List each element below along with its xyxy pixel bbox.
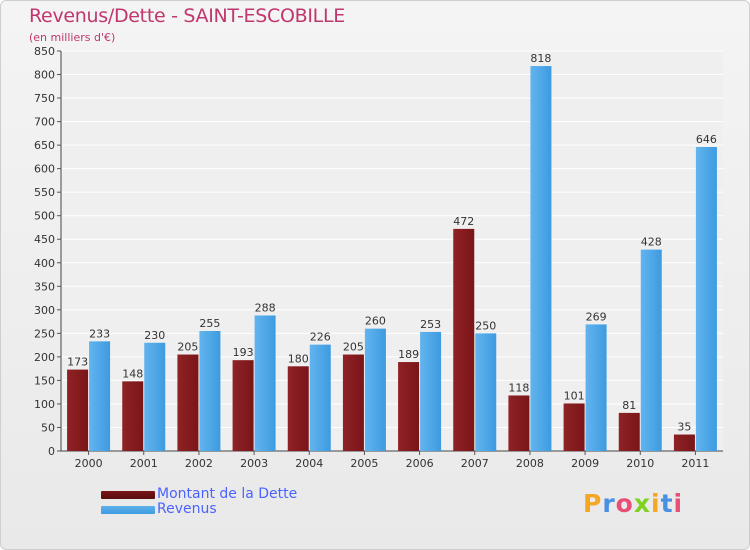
y-tick-label: 700 (34, 116, 55, 129)
x-tick-label: 2002 (185, 457, 213, 470)
bar-revenus (530, 66, 552, 451)
data-label-dette: 173 (67, 356, 88, 369)
bar-revenus (640, 249, 662, 451)
data-label-dette: 189 (398, 348, 419, 361)
data-label-dette: 205 (177, 341, 198, 354)
legend-swatch-revenus (101, 505, 155, 514)
y-tick-label: 400 (34, 257, 55, 270)
y-tick-label: 550 (34, 186, 55, 199)
y-tick-label: 300 (34, 304, 55, 317)
data-label-dette: 148 (122, 367, 143, 380)
data-label-dette: 472 (453, 215, 474, 228)
x-tick-label: 2010 (626, 457, 654, 470)
y-tick-label: 450 (34, 233, 55, 246)
y-tick-label: 500 (34, 210, 55, 223)
y-tick-label: 0 (48, 445, 55, 458)
y-tick-label: 50 (41, 421, 55, 434)
chart-title: Revenus/Dette - SAINT-ESCOBILLE (29, 5, 345, 27)
bar-revenus (475, 333, 497, 451)
y-tick-label: 600 (34, 163, 55, 176)
bar-revenus (199, 331, 221, 451)
data-label-dette: 180 (288, 352, 309, 365)
y-tick-label: 250 (34, 327, 55, 340)
bar-revenus (144, 342, 166, 451)
bar-dette (453, 228, 475, 451)
y-tick-label: 350 (34, 280, 55, 293)
x-tick-label: 2007 (461, 457, 489, 470)
x-tick-label: 2005 (350, 457, 378, 470)
bar-dette (122, 381, 144, 451)
x-tick-label: 2006 (406, 457, 434, 470)
data-label-revenus: 288 (255, 301, 276, 314)
bar-revenus (420, 331, 442, 451)
bar-dette (177, 354, 199, 451)
data-label-revenus: 226 (310, 331, 331, 344)
legend-item-revenus: Revenus (101, 502, 297, 517)
x-tick-label: 2009 (571, 457, 599, 470)
data-label-dette: 118 (508, 381, 529, 394)
legend-label-dette: Montant de la Dette (157, 486, 298, 502)
data-label-revenus: 233 (89, 327, 110, 340)
x-tick-label: 2008 (516, 457, 544, 470)
legend-swatch-dette (101, 490, 155, 499)
bar-revenus (309, 344, 331, 451)
bar-dette (508, 395, 530, 451)
bar-revenus (254, 315, 276, 451)
data-label-revenus: 646 (696, 133, 717, 146)
bar-dette (563, 403, 585, 451)
data-label-revenus: 260 (365, 315, 386, 328)
y-tick-label: 850 (34, 45, 55, 58)
data-label-revenus: 230 (144, 329, 165, 342)
logo-letter: x (633, 489, 651, 518)
logo-letter: i (651, 489, 661, 518)
bar-revenus (364, 328, 386, 451)
data-label-dette: 205 (343, 341, 364, 354)
logo-letter: o (615, 489, 634, 518)
y-tick-label: 650 (34, 139, 55, 152)
y-tick-label: 150 (34, 374, 55, 387)
bar-dette (673, 434, 695, 451)
y-tick-label: 800 (34, 69, 55, 82)
data-label-revenus: 269 (586, 310, 607, 323)
data-label-dette: 101 (564, 389, 585, 402)
bar-revenus (695, 147, 717, 451)
x-tick-label: 2000 (75, 457, 103, 470)
data-label-revenus: 818 (530, 52, 551, 65)
bar-dette (287, 366, 309, 451)
logo-letter: r (602, 489, 616, 518)
bar-dette (67, 369, 89, 451)
logo-letter: t (660, 489, 674, 518)
chart-legend: Montant de la Dette Revenus (101, 487, 297, 517)
x-tick-label: 2001 (130, 457, 158, 470)
bar-revenus (89, 341, 111, 451)
logo-letter: i (673, 489, 684, 518)
legend-item-dette: Montant de la Dette (101, 487, 297, 502)
plot-area (61, 51, 723, 451)
data-label-revenus: 428 (641, 236, 662, 249)
bar-revenus (585, 324, 607, 451)
legend-label-revenus: Revenus (157, 501, 217, 517)
proxiti-logo: Proxiti (583, 489, 683, 518)
data-label-revenus: 253 (420, 318, 441, 331)
data-label-revenus: 250 (475, 319, 496, 332)
data-label-revenus: 255 (199, 317, 220, 330)
data-label-dette: 35 (677, 421, 691, 434)
bar-dette (618, 412, 640, 451)
chart-subtitle: (en milliers d'€) (29, 31, 116, 44)
y-tick-label: 100 (34, 398, 55, 411)
y-tick-label: 750 (34, 92, 55, 105)
y-tick-label: 200 (34, 351, 55, 364)
bar-dette (342, 354, 364, 451)
x-tick-label: 2011 (681, 457, 709, 470)
data-label-dette: 81 (622, 399, 636, 412)
bar-dette (398, 362, 420, 451)
x-tick-label: 2004 (295, 457, 323, 470)
bar-dette (232, 360, 254, 451)
logo-letter: P (583, 489, 603, 518)
data-label-dette: 193 (233, 346, 254, 359)
x-tick-label: 2003 (240, 457, 268, 470)
